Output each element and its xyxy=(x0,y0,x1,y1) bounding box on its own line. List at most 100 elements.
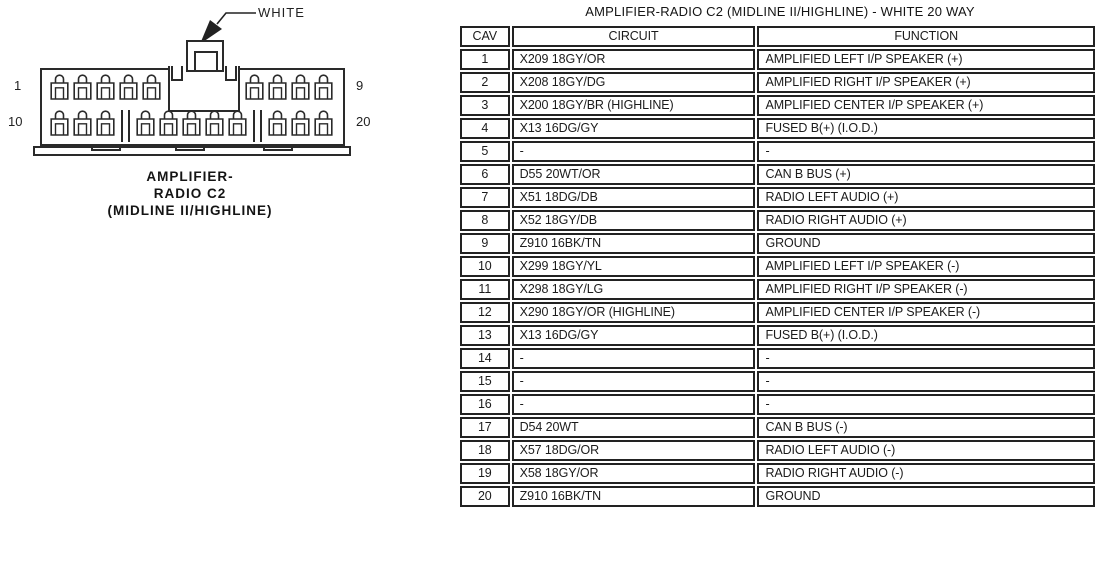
function-cell: FUSED B(+) (I.O.D.) xyxy=(757,325,1095,346)
cav-cell: 15 xyxy=(460,371,510,392)
function-cell: AMPLIFIED RIGHT I/P SPEAKER (+) xyxy=(757,72,1095,93)
terminal-icon xyxy=(314,74,333,101)
header-cav: CAV xyxy=(460,26,510,47)
cav-cell: 10 xyxy=(460,256,510,277)
circuit-cell: X200 18GY/BR (HIGHLINE) xyxy=(511,95,756,116)
function-cell: AMPLIFIED LEFT I/P SPEAKER (+) xyxy=(757,49,1095,70)
header-function: FUNCTION xyxy=(757,26,1095,47)
header-circuit: CIRCUIT xyxy=(511,26,756,47)
cav-cell: 12 xyxy=(460,302,510,323)
circuit-cell: X298 18GY/LG xyxy=(511,279,756,300)
circuit-cell: - xyxy=(511,371,756,392)
rail-notch xyxy=(91,148,121,151)
cav-cell: 7 xyxy=(460,187,510,208)
circuit-cell: Z910 16BK/TN xyxy=(511,233,756,254)
terminal-icon xyxy=(291,110,310,137)
function-cell: - xyxy=(757,371,1095,392)
function-cell: AMPLIFIED LEFT I/P SPEAKER (-) xyxy=(757,256,1095,277)
pinout-panel: AMPLIFIER-RADIO C2 (MIDLINE II/HIGHLINE)… xyxy=(458,4,1102,509)
circuit-cell: D55 20WT/OR xyxy=(511,164,756,185)
circuit-cell: X13 16DG/GY xyxy=(511,118,756,139)
circuit-cell: D54 20WT xyxy=(511,417,756,438)
pin-label-10: 10 xyxy=(8,114,23,129)
table-row: 7 X51 18DG/DB RADIO LEFT AUDIO (+) xyxy=(460,187,1095,208)
cav-cell: 6 xyxy=(460,164,510,185)
terminal-icon xyxy=(245,74,264,101)
table-row: 8 X52 18GY/DB RADIO RIGHT AUDIO (+) xyxy=(460,210,1095,231)
pin-label-20: 20 xyxy=(356,114,371,129)
circuit-cell: X57 18DG/OR xyxy=(511,440,756,461)
function-cell: RADIO LEFT AUDIO (+) xyxy=(757,187,1095,208)
pinout-table: CAV CIRCUIT FUNCTION 1 X209 18GY/OR AMPLIF… xyxy=(458,24,1097,509)
connector-base-rail xyxy=(33,146,351,156)
circuit-cell: X52 18GY/DB xyxy=(511,210,756,231)
connector-notch xyxy=(171,66,183,81)
function-cell: GROUND xyxy=(757,486,1095,507)
table-row: 1 X209 18GY/OR AMPLIFIED LEFT I/P SPEAKER … xyxy=(460,49,1095,70)
connector-diagram: WHITE xyxy=(0,0,458,260)
function-cell: CAN B BUS (-) xyxy=(757,417,1095,438)
table-row: 12 X290 18GY/OR (HIGHLINE) AMPLIFIED CENTE… xyxy=(460,302,1095,323)
table-row: 5-- xyxy=(460,141,1095,162)
circuit-cell: X209 18GY/OR xyxy=(511,49,756,70)
table-row: 14- - xyxy=(460,348,1095,369)
terminal-row-top xyxy=(50,74,337,101)
table-row: 15- - xyxy=(460,371,1095,392)
circuit-cell: Z910 16BK/TN xyxy=(511,486,756,507)
cav-cell: 1 xyxy=(460,49,510,70)
caption-line: RADIO C2 xyxy=(153,186,227,201)
function-cell: AMPLIFIED CENTER I/P SPEAKER (-) xyxy=(757,302,1095,323)
cav-cell: 13 xyxy=(460,325,510,346)
circuit-cell: X58 18GY/OR xyxy=(511,463,756,484)
function-cell: - xyxy=(757,141,1095,162)
cav-cell: 3 xyxy=(460,95,510,116)
table-row: 20 Z910 16BK/TN GROUND xyxy=(460,486,1095,507)
pinout-table-body: 1 X209 18GY/OR AMPLIFIED LEFT I/P SPEAKER … xyxy=(460,49,1095,507)
terminal-icon xyxy=(291,74,310,101)
terminal-icon xyxy=(268,110,287,137)
table-title: AMPLIFIER-RADIO C2 (MIDLINE II/HIGHLINE)… xyxy=(585,4,975,19)
terminal-icon xyxy=(50,74,69,101)
circuit-cell: - xyxy=(511,394,756,415)
pin-label-9: 9 xyxy=(356,78,364,93)
header-row: CAV CIRCUIT FUNCTION xyxy=(460,26,1095,47)
terminal-icon xyxy=(96,110,115,137)
circuit-cell: X51 18DG/DB xyxy=(511,187,756,208)
function-cell: AMPLIFIED CENTER I/P SPEAKER (+) xyxy=(757,95,1095,116)
connector-latch-inner xyxy=(194,51,218,72)
cav-cell: 11 xyxy=(460,279,510,300)
terminal-row-bottom xyxy=(50,110,337,142)
terminal-icon xyxy=(268,74,287,101)
cav-cell: 8 xyxy=(460,210,510,231)
cav-cell: 5 xyxy=(460,141,510,162)
circuit-cell: X290 18GY/OR (HIGHLINE) xyxy=(511,302,756,323)
cav-cell: 9 xyxy=(460,233,510,254)
leader-arrow-icon xyxy=(200,4,262,44)
function-cell: RADIO RIGHT AUDIO (+) xyxy=(757,210,1095,231)
terminal-icon xyxy=(96,74,115,101)
cav-cell: 14 xyxy=(460,348,510,369)
table-row: 10 X299 18GY/YL AMPLIFIED LEFT I/P SPEAKER… xyxy=(460,256,1095,277)
function-cell: - xyxy=(757,348,1095,369)
rail-notch xyxy=(175,148,205,151)
rail-notch xyxy=(263,148,293,151)
cav-cell: 4 xyxy=(460,118,510,139)
circuit-cell: X299 18GY/YL xyxy=(511,256,756,277)
cav-cell: 2 xyxy=(460,72,510,93)
terminal-icon xyxy=(182,110,201,137)
terminal-icon xyxy=(119,74,138,101)
cav-cell: 20 xyxy=(460,486,510,507)
function-cell: CAN B BUS (+) xyxy=(757,164,1095,185)
table-row: 6 D55 20WT/OR CAN B BUS (+) xyxy=(460,164,1095,185)
function-cell: FUSED B(+) (I.O.D.) xyxy=(757,118,1095,139)
terminal-icon xyxy=(142,74,161,101)
table-row: 19 X58 18GY/OR RADIO RIGHT AUDIO (-) xyxy=(460,463,1095,484)
function-cell: RADIO RIGHT AUDIO (-) xyxy=(757,463,1095,484)
terminal-icon xyxy=(205,110,224,137)
terminal-icon xyxy=(50,110,69,137)
connector-latch xyxy=(186,40,224,72)
table-row: 17 D54 20WT CAN B BUS (-) xyxy=(460,417,1095,438)
cav-cell: 16 xyxy=(460,394,510,415)
table-row: 3 X200 18GY/BR (HIGHLINE) AMPLIFIED CENTER… xyxy=(460,95,1095,116)
connector-color-label: WHITE xyxy=(258,5,305,20)
